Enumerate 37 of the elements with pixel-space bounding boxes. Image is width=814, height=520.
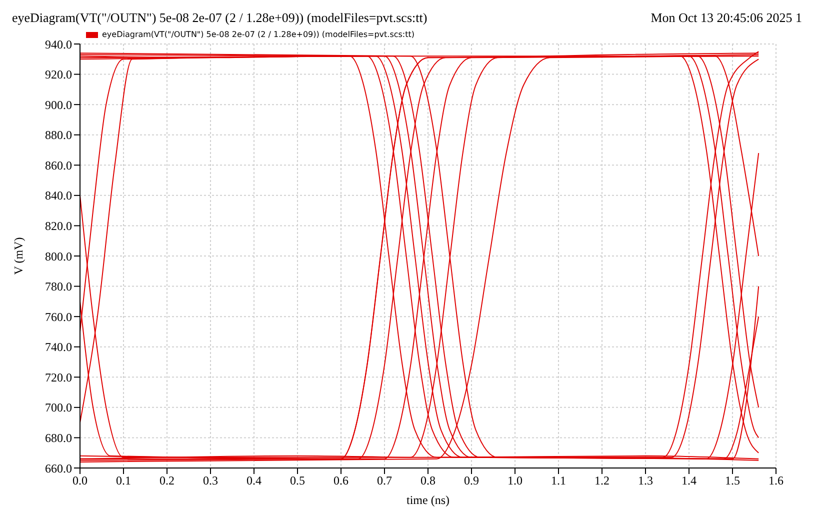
x-tick-label: 0.4 [246, 474, 262, 488]
legend-label: eyeDiagram(VT("/OUTN") 5e-08 2e-07 (2 / 1.28e+09)) (modelFiles=pvt.scs:tt) [101, 30, 415, 39]
text: Mon Oct 13 20:45:06 2025 1 [650, 10, 802, 26]
y-tick-label: 820.0 [45, 218, 72, 233]
x-tick-label: 1.3 [638, 474, 653, 488]
y-tick-label: 740.0 [45, 340, 72, 354]
y-tick-label: 760.0 [45, 310, 72, 324]
y-axis-title: V (mV) [11, 237, 26, 275]
x-tick-label: 1.6 [768, 474, 784, 488]
y-tick-label: 720.0 [45, 370, 72, 384]
y-tick-label: 880.0 [45, 128, 72, 142]
x-tick-label: 0.8 [420, 474, 436, 488]
x-tick-label: 1.1 [551, 474, 566, 488]
y-tick-label: 900.0 [45, 98, 72, 112]
x-tick-label: 0.7 [377, 474, 392, 488]
y-tick-label: 860.0 [45, 158, 72, 172]
y-tick-label: 920.0 [45, 68, 72, 82]
y-tick-label: 940.0 [45, 37, 72, 52]
y-tick-label: 840.0 [45, 188, 72, 203]
x-tick-label: 0.6 [334, 474, 348, 488]
x-tick-label: 0.1 [116, 474, 131, 488]
x-tick-label: 0.9 [464, 474, 479, 488]
x-tick-label: 0.3 [203, 474, 218, 488]
x-tick-label: 0.5 [290, 474, 305, 488]
x-tick-label: 1.5 [725, 474, 740, 488]
x-axis-title: time (ns) [406, 493, 450, 507]
x-tick-label: 1.2 [594, 474, 610, 488]
x-tick-label: 0.0 [72, 474, 88, 488]
x-tick-label: 1.0 [508, 474, 522, 488]
x-tick-label: 0.2 [160, 474, 174, 488]
chart-title: eyeDiagram(VT("/OUTN") 5e-08 2e-07 (2 / 1.28e+09)) (modelFiles=pvt.scs:tt) [12, 10, 428, 26]
y-tick-label: 700.0 [45, 400, 72, 415]
y-tick-label: 800.0 [45, 249, 72, 264]
y-tick-label: 780.0 [45, 280, 72, 294]
y-tick-label: 660.0 [45, 461, 72, 476]
y-tick-label: 680.0 [45, 430, 72, 445]
x-tick-label: 1.4 [682, 474, 696, 488]
